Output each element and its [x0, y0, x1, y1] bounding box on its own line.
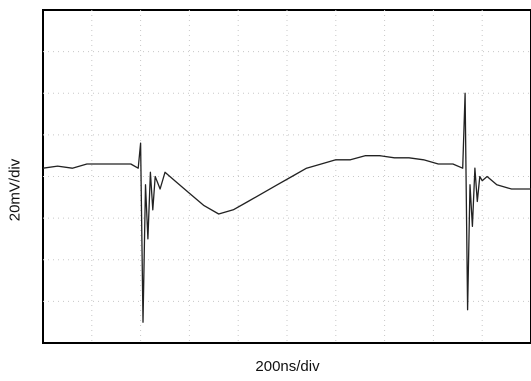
- grid: [43, 10, 531, 343]
- series-line: [42, 92, 531, 323]
- trace-group: [42, 92, 531, 323]
- y-axis-label: 20mV/div: [6, 158, 24, 222]
- plot-frame: [42, 9, 531, 344]
- x-axis-label: 200ns/div: [255, 358, 320, 375]
